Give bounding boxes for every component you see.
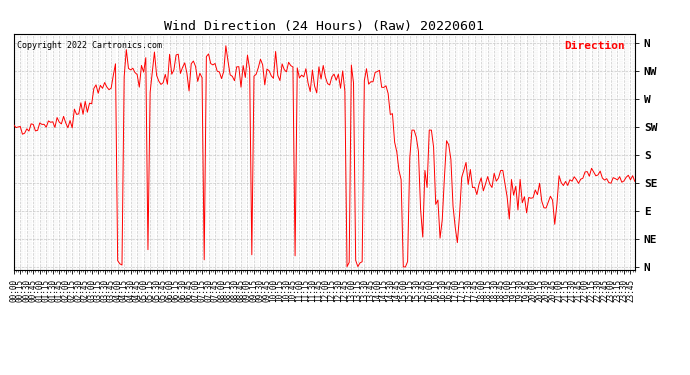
Text: Direction: Direction [564,41,626,51]
Title: Wind Direction (24 Hours) (Raw) 20220601: Wind Direction (24 Hours) (Raw) 20220601 [164,20,484,33]
Text: Copyright 2022 Cartronics.com: Copyright 2022 Cartronics.com [17,41,162,50]
